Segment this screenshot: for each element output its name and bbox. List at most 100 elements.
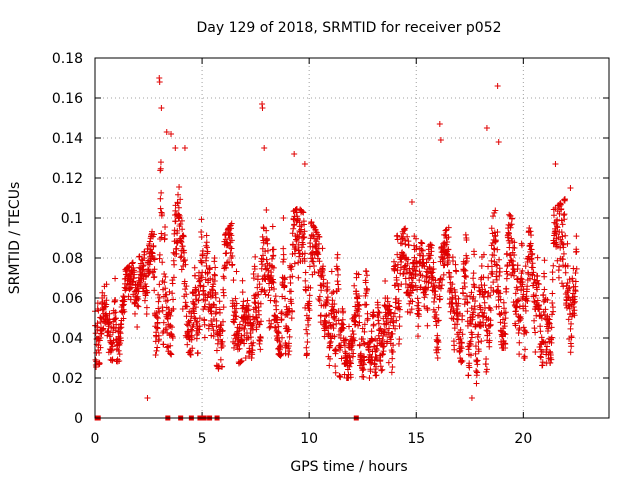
data-point bbox=[154, 325, 161, 332]
data-point bbox=[528, 246, 535, 253]
data-point bbox=[337, 374, 344, 381]
data-point bbox=[99, 326, 106, 333]
data-point bbox=[287, 279, 294, 286]
data-point bbox=[414, 286, 421, 293]
data-point bbox=[229, 252, 236, 259]
data-point bbox=[409, 298, 416, 305]
data-point bbox=[449, 300, 456, 307]
data-point bbox=[109, 339, 116, 346]
data-point bbox=[567, 349, 574, 356]
data-point bbox=[392, 325, 399, 332]
data-point bbox=[213, 347, 220, 354]
data-point bbox=[554, 216, 561, 223]
data-point bbox=[307, 284, 314, 291]
data-point bbox=[376, 335, 383, 342]
data-point bbox=[96, 360, 103, 367]
data-point bbox=[494, 229, 501, 236]
data-point bbox=[270, 264, 277, 271]
data-point bbox=[487, 321, 494, 328]
data-point bbox=[373, 345, 380, 352]
data-point bbox=[538, 334, 545, 341]
data-point bbox=[525, 271, 532, 278]
data-point bbox=[523, 295, 530, 302]
data-point bbox=[357, 350, 364, 357]
data-point bbox=[200, 283, 207, 290]
data-point bbox=[216, 309, 223, 316]
data-point bbox=[100, 325, 107, 332]
data-point bbox=[445, 224, 452, 231]
axis-ticks: 0 0.02 0.04 0.06 0.08 0.1 0.12 0.14 0.16 0.18 0 5 10… bbox=[52, 51, 609, 447]
data-point bbox=[93, 358, 100, 365]
data-point bbox=[506, 211, 513, 218]
data-point bbox=[476, 312, 483, 319]
data-point bbox=[434, 337, 441, 344]
data-point bbox=[526, 275, 533, 282]
data-point bbox=[524, 283, 531, 290]
data-point-peak bbox=[172, 145, 179, 151]
data-point bbox=[480, 251, 487, 258]
data-point bbox=[396, 306, 403, 313]
data-point bbox=[135, 295, 142, 302]
data-point bbox=[270, 279, 277, 286]
data-point bbox=[518, 242, 525, 249]
data-point bbox=[516, 303, 523, 310]
data-point bbox=[118, 324, 125, 331]
data-point bbox=[187, 317, 194, 324]
data-point bbox=[466, 364, 473, 371]
data-point bbox=[352, 312, 359, 319]
data-point bbox=[163, 344, 170, 351]
data-point bbox=[173, 240, 180, 247]
data-point bbox=[197, 282, 204, 289]
data-point bbox=[244, 297, 251, 304]
data-point bbox=[534, 297, 541, 304]
data-point bbox=[231, 344, 238, 351]
data-point bbox=[128, 284, 135, 291]
data-point bbox=[125, 281, 132, 288]
data-point bbox=[541, 286, 548, 293]
data-point bbox=[121, 296, 128, 303]
data-point bbox=[381, 326, 388, 333]
data-point bbox=[435, 346, 442, 353]
data-point bbox=[321, 333, 328, 340]
data-point bbox=[177, 221, 184, 228]
data-point bbox=[302, 287, 309, 294]
data-point bbox=[280, 256, 287, 263]
data-point bbox=[434, 338, 441, 345]
data-point bbox=[363, 272, 370, 279]
data-point bbox=[542, 306, 549, 313]
data-point bbox=[560, 212, 567, 219]
data-point bbox=[356, 341, 363, 348]
data-point bbox=[571, 293, 578, 300]
data-point bbox=[415, 323, 422, 330]
data-point bbox=[157, 159, 164, 166]
data-point bbox=[264, 247, 271, 254]
data-point bbox=[304, 350, 311, 357]
data-point bbox=[571, 312, 578, 319]
data-point bbox=[327, 338, 334, 345]
data-point bbox=[117, 325, 124, 332]
data-point bbox=[270, 246, 277, 253]
data-point bbox=[445, 259, 452, 266]
data-point bbox=[256, 321, 263, 328]
data-point bbox=[163, 324, 170, 331]
y-tick-label: 0 bbox=[74, 411, 83, 427]
data-point bbox=[413, 235, 420, 242]
data-point bbox=[375, 313, 382, 320]
data-point bbox=[281, 276, 288, 283]
data-point bbox=[161, 270, 168, 277]
data-point bbox=[430, 266, 437, 273]
data-point bbox=[376, 309, 383, 316]
data-point bbox=[470, 293, 477, 300]
data-point bbox=[107, 346, 114, 353]
data-point bbox=[462, 274, 469, 281]
data-point bbox=[520, 324, 527, 331]
data-point bbox=[205, 322, 212, 329]
data-point bbox=[254, 284, 261, 291]
data-point bbox=[332, 369, 339, 376]
data-point bbox=[176, 184, 183, 191]
data-point bbox=[258, 255, 265, 262]
data-point bbox=[280, 258, 287, 265]
data-point-peak bbox=[437, 137, 444, 143]
data-point bbox=[516, 339, 523, 346]
data-point bbox=[250, 320, 257, 327]
